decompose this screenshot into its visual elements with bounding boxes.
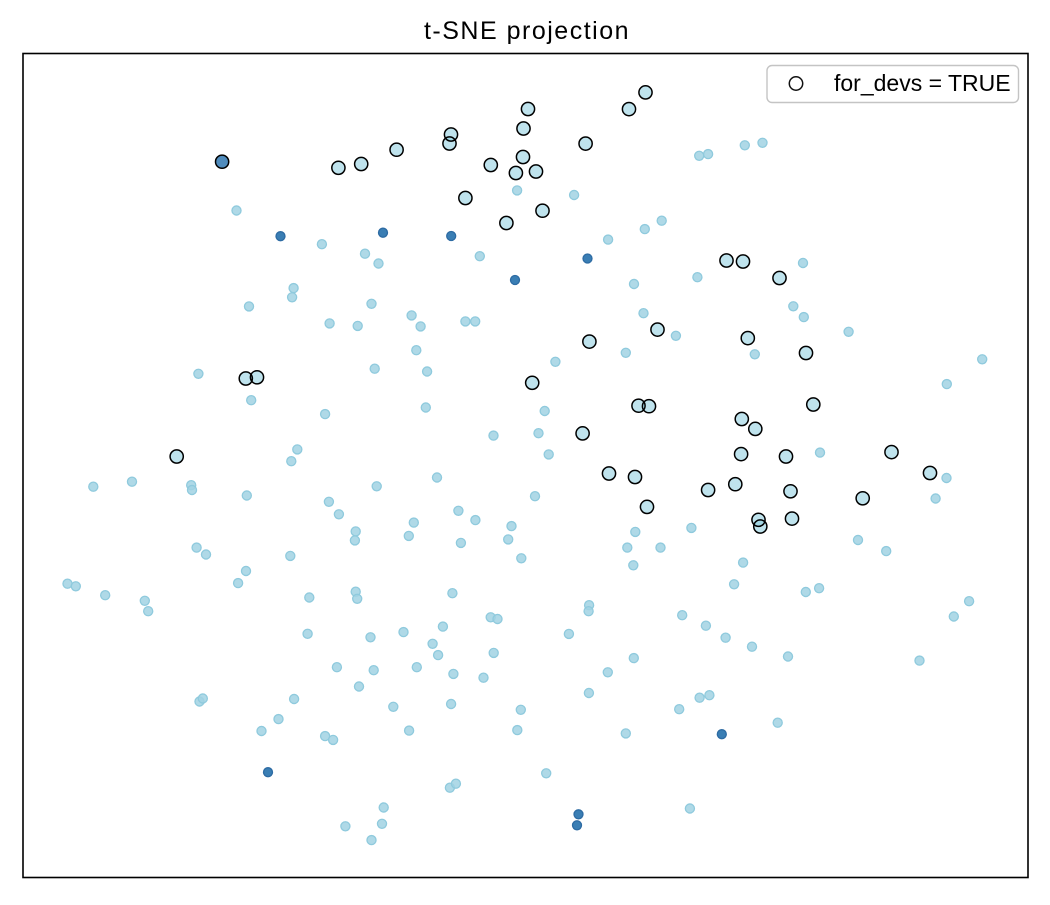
svg-text:t-SNE projection: t-SNE projection bbox=[424, 17, 630, 45]
svg-text:for_devs = TRUE: for_devs = TRUE bbox=[834, 70, 1011, 96]
